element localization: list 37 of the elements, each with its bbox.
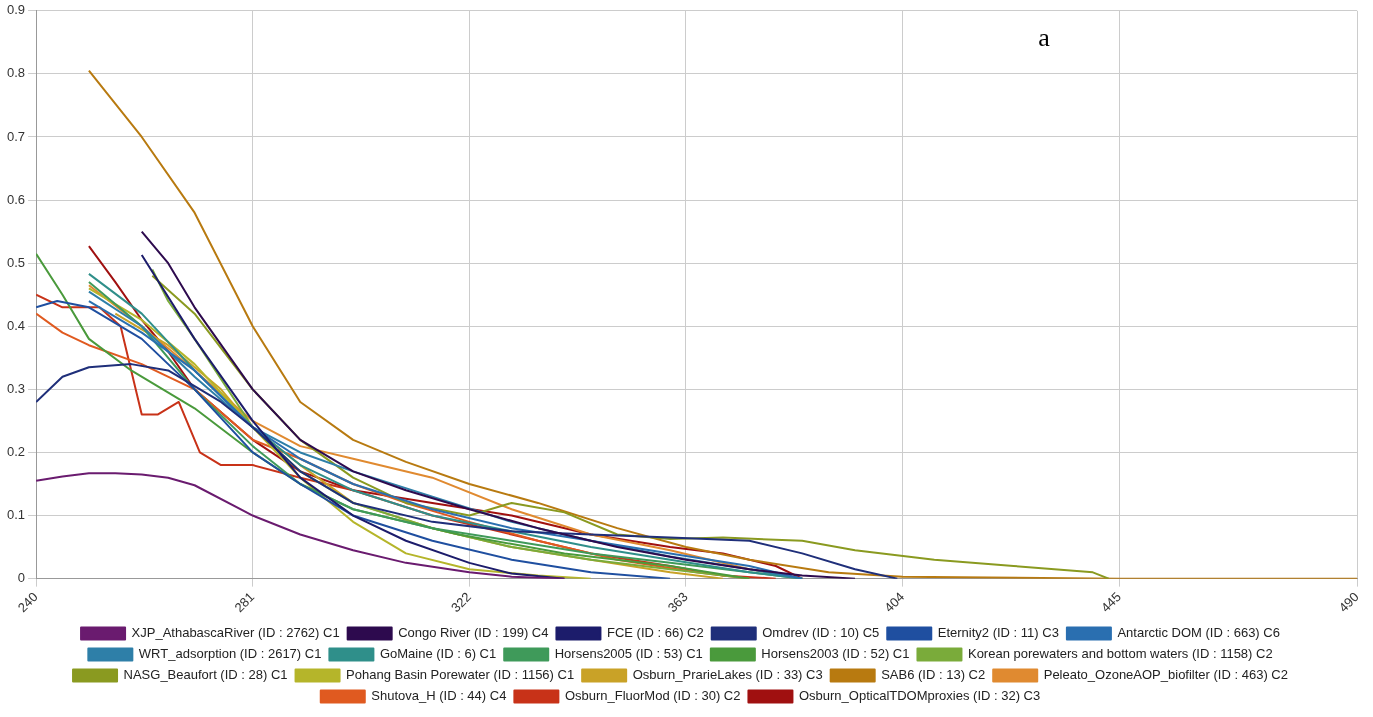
y-tick-label: 0.2 (6, 444, 26, 460)
y-tick-label: 0 (17, 570, 26, 586)
y-tick-label: 0.1 (6, 507, 26, 523)
legend-label: Omdrev (ID : 10) C5 (762, 625, 880, 641)
x-tick-label: 240 (14, 589, 41, 616)
legend-label: Korean porewaters and bottom waters (ID : 1158) C2 (967, 646, 1273, 662)
legend-label: Osburn_OpticalTDOMproxies (ID : 32) C3 (798, 688, 1041, 704)
legend-label: Osburn_PrarieLakes (ID : 33) C3 (632, 667, 823, 683)
y-tick-label: 0.9 (6, 2, 26, 18)
legend-label: Horsens2003 (ID : 52) C1 (761, 646, 910, 662)
legend-label: Shutova_H (ID : 44) C4 (371, 688, 507, 704)
x-tick-label: 404 (881, 589, 908, 616)
y-tick-label: 0.4 (6, 317, 26, 333)
legend-label: Peleato_OzoneAOP_biofilter (ID : 463) C2 (1043, 667, 1288, 683)
y-tick-label: 0.3 (6, 380, 26, 396)
y-tick-label: 0.7 (6, 128, 26, 144)
legend-label: SAB6 (ID : 13) C2 (881, 667, 986, 683)
legend-label: GoMaine (ID : 6) C1 (379, 646, 497, 662)
x-tick-label: 445 (1097, 589, 1124, 616)
legend-label: WRT_adsorption (ID : 2617) C1 (138, 646, 322, 662)
y-tick-label: 0.8 (6, 65, 26, 81)
legend-label: Horsens2005 (ID : 53) C1 (554, 646, 703, 662)
x-tick-label: 322 (448, 589, 474, 616)
legend-label: XJP_AthabascaRiver (ID : 2762) C1 (131, 625, 340, 641)
legend-label: FCE (ID : 66) C2 (606, 625, 704, 641)
legend-label: Congo River (ID : 199) C4 (398, 625, 549, 641)
y-tick-label: 0.5 (6, 254, 26, 270)
x-tick-label: 281 (231, 589, 258, 616)
legend-label: Antarctic DOM (ID : 663) C6 (1117, 625, 1280, 641)
legend-label: NASG_Beaufort (ID : 28) C1 (123, 667, 288, 683)
legend-label: Eternity2 (ID : 11) C3 (937, 625, 1059, 641)
x-tick-label: 363 (664, 589, 691, 616)
legend-label: Pohang Basin Porewater (ID : 1156) C1 (346, 667, 575, 683)
y-tick-label: 0.6 (6, 191, 26, 207)
x-tick-label: 490 (1335, 589, 1362, 616)
annotation: a (1038, 22, 1051, 52)
legend-label: Osburn_FluorMod (ID : 30) C2 (564, 688, 741, 704)
